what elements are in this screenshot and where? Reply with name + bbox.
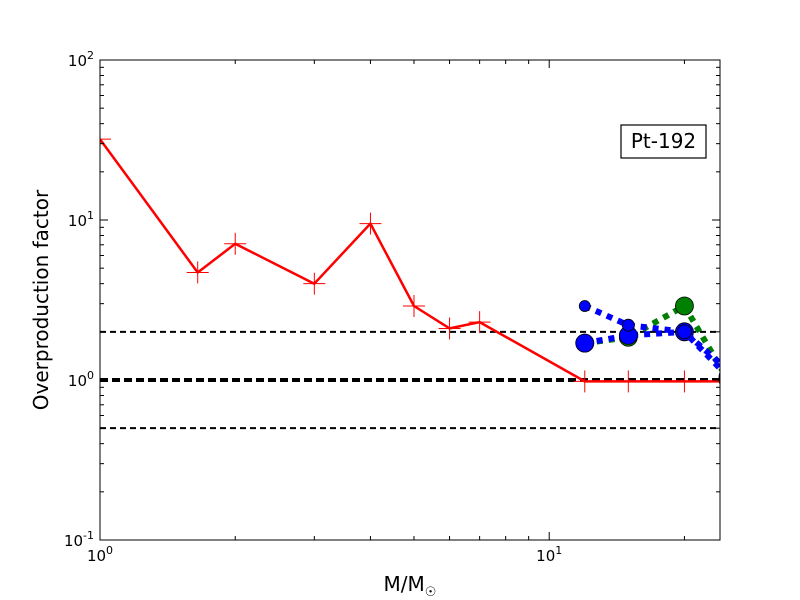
y-axis-label: Overproduction factor (29, 189, 53, 410)
plot-frame (99, 59, 721, 541)
data-point (617, 370, 640, 393)
data-point (719, 367, 720, 373)
data-series (100, 128, 720, 393)
series-line (583, 303, 720, 368)
series-line (584, 303, 720, 373)
y-tick-label: 10-1 (64, 529, 94, 550)
data-point (673, 370, 696, 393)
data-point (718, 371, 720, 382)
data-point (402, 295, 425, 318)
series (100, 128, 720, 393)
x-axis-label-subscript: ☉ (425, 585, 437, 600)
data-point (359, 212, 382, 235)
data-point (100, 128, 111, 151)
series (578, 300, 720, 373)
y-tick-label: 100 (68, 369, 94, 390)
data-point (578, 300, 591, 312)
data-point (575, 333, 595, 353)
data-point (573, 370, 596, 393)
reference-lines (100, 330, 720, 430)
x-tick-label: 101 (536, 544, 562, 565)
series-line (584, 328, 720, 373)
data-point (468, 311, 491, 334)
data-point (224, 232, 247, 255)
series-line (100, 138, 720, 383)
x-tick-label: 100 (87, 544, 113, 565)
y-tick-label: 102 (68, 49, 94, 70)
annotation-box: Pt-192 (620, 124, 707, 159)
data-point (303, 272, 326, 295)
annotation-label: Pt-192 (631, 129, 696, 153)
data-point (621, 318, 635, 332)
data-point (438, 317, 461, 340)
x-axis-label: M/M☉ (384, 572, 437, 600)
data-point (675, 296, 694, 316)
data-point (718, 375, 720, 385)
data-point (677, 324, 692, 340)
y-tick-label: 101 (68, 209, 94, 230)
data-point (186, 261, 209, 284)
